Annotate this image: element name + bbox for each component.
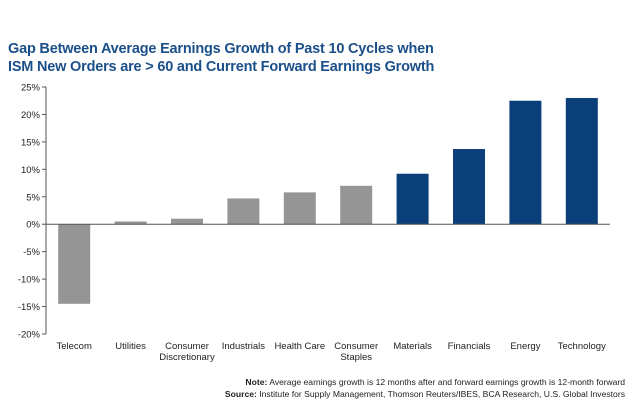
y-tick-label: -10% [18,275,41,286]
y-tick-label: -15% [18,302,41,313]
x-category-label: Technology [558,341,606,352]
x-category-label: Industrials [222,341,266,352]
bar-health-care [283,192,316,225]
x-category-label: Discretionary [159,352,215,363]
bar-telecom [58,224,91,304]
y-tick-label: 15% [21,137,41,148]
bar-utilities [114,221,147,225]
x-category-label: Telecom [57,341,92,352]
chart-source: Source: Institute for Supply Management,… [5,389,625,399]
x-category-label: Financials [448,341,491,352]
x-category-label: Staples [340,352,372,363]
y-tick-label: 10% [21,165,41,176]
chart-title-line-2: ISM New Orders are > 60 and Current Forw… [8,59,435,75]
chart-title: Gap Between Average Earnings Growth of P… [8,40,608,76]
x-category-label: Energy [510,341,540,352]
y-tick-label: -5% [23,247,40,258]
y-tick-label: 5% [26,192,40,203]
y-tick-label: 0% [26,220,40,231]
y-tick-label: 20% [21,110,41,121]
bar-industrials [227,198,260,225]
x-category-label: Consumer [334,341,378,352]
chart-note: Note: Average earnings growth is 12 mont… [5,377,625,387]
note-label: Note: [245,377,268,387]
y-tick-label: 25% [21,83,41,94]
bar-financials [453,149,485,225]
bar-materials [396,173,429,225]
note-text: Average earnings growth is 12 months aft… [267,377,625,387]
source-text: Institute for Supply Management, Thomson… [256,389,625,399]
x-category-label: Materials [393,341,432,352]
bar-consumer-staples [340,185,373,225]
x-category-label: Consumer [165,341,209,352]
bar-technology [565,97,598,225]
chart-title-line-1: Gap Between Average Earnings Growth of P… [8,41,434,57]
bar-consumer-discretionary [171,218,203,225]
source-label: Source: [224,389,257,399]
x-category-label: Health Care [274,341,325,352]
y-tick-label: -20% [18,330,41,341]
x-category-label: Utilities [115,341,146,352]
bar-energy [509,100,542,225]
